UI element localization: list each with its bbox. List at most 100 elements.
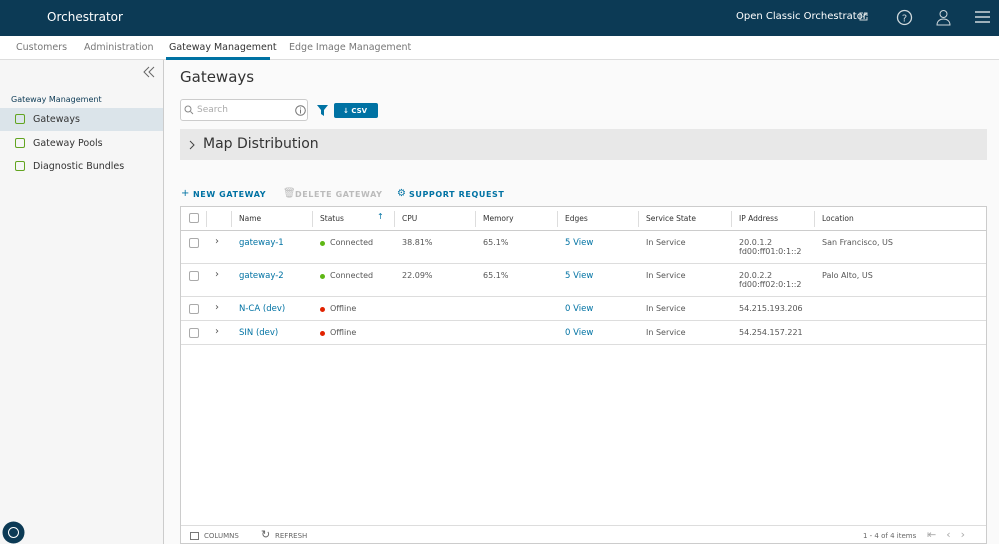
edges-cell[interactable]: 0 View: [565, 328, 593, 338]
map-title: Map Distribution: [203, 136, 319, 152]
ip-address: 54.215.193.206: [739, 304, 803, 313]
pagination[interactable]: ⇤‹›: [927, 528, 975, 541]
ip-address: 20.0.2.2: [739, 271, 772, 280]
column-separator: [394, 211, 395, 227]
cpu-cell: 38.81%: [402, 238, 433, 247]
tab[interactable]: Gateway Management: [169, 42, 277, 53]
row-border: [181, 263, 986, 264]
nav-item[interactable]: Gateway Pools: [33, 138, 103, 149]
row-checkbox[interactable]: [189, 238, 199, 248]
cpu-cell: 22.09%: [402, 271, 433, 280]
columns-button[interactable]: COLUMNS: [204, 532, 239, 540]
ip-address: fd00:ff01:0:1::2: [739, 247, 802, 256]
column-separator: [731, 211, 732, 227]
status-dot: [320, 331, 325, 336]
row-checkbox[interactable]: [189, 328, 199, 338]
status-cell: Offline: [330, 328, 356, 337]
column-header[interactable]: Location: [822, 214, 854, 223]
name-cell[interactable]: N-CA (dev): [239, 304, 285, 314]
ip-address: 20.0.1.2: [739, 238, 772, 247]
row-checkbox[interactable]: [189, 304, 199, 314]
app-title: Orchestrator: [47, 10, 123, 24]
csv-label: CSV: [351, 107, 367, 115]
column-separator: [814, 211, 815, 227]
page-title: Gateways: [180, 68, 254, 86]
sort-icon: ↑: [377, 212, 384, 221]
nav-item[interactable]: Diagnostic Bundles: [33, 161, 124, 172]
column-header[interactable]: Status: [320, 214, 344, 223]
svg-text:?: ?: [902, 14, 907, 25]
service-state-cell: In Service: [646, 328, 686, 337]
header-checkbox[interactable]: [189, 213, 199, 223]
nav-icon: [15, 138, 25, 148]
columns-icon: [190, 532, 199, 540]
search-placeholder: Search: [197, 105, 228, 115]
ip-address: fd00:ff02:0:1::2: [739, 280, 802, 289]
header-row-border: [181, 230, 986, 231]
row-expand[interactable]: ›: [215, 302, 219, 313]
edges-cell[interactable]: 5 View: [565, 238, 593, 248]
refresh-icon: ↻: [261, 528, 270, 541]
name-cell[interactable]: SIN (dev): [239, 328, 278, 338]
tab-bar: Customers Administration Gateway Managemen…: [0, 36, 999, 60]
classic-link[interactable]: Open Classic Orchestrator: [736, 11, 867, 22]
row-border: [181, 344, 986, 345]
column-separator: [231, 211, 232, 227]
refresh-button[interactable]: REFRESH: [275, 532, 307, 540]
tab[interactable]: Customers: [16, 42, 67, 53]
row-checkbox[interactable]: [189, 271, 199, 281]
action-button: DELETE GATEWAY: [295, 190, 383, 199]
column-separator: [312, 211, 313, 227]
column-separator: [206, 211, 207, 227]
service-state-cell: In Service: [646, 271, 686, 280]
service-state-cell: In Service: [646, 238, 686, 247]
csv-button[interactable]: ↓ CSV: [334, 103, 378, 118]
tab[interactable]: Administration: [84, 42, 154, 53]
user-icon[interactable]: [936, 9, 951, 26]
nav-icon: [15, 114, 25, 124]
column-header[interactable]: Service State: [646, 214, 696, 223]
name-cell[interactable]: gateway-2: [239, 271, 284, 281]
row-expand[interactable]: ›: [215, 269, 219, 280]
column-header[interactable]: CPU: [402, 214, 417, 223]
name-cell[interactable]: gateway-1: [239, 238, 284, 248]
action-button[interactable]: SUPPORT REQUEST: [409, 190, 504, 199]
expand-icon: [188, 140, 196, 150]
status-cell: Connected: [330, 238, 373, 247]
collapse-icon[interactable]: [143, 66, 155, 78]
column-header[interactable]: Memory: [483, 214, 514, 223]
column-separator: [638, 211, 639, 227]
service-state-cell: In Service: [646, 304, 686, 313]
edges-cell[interactable]: 5 View: [565, 271, 593, 281]
action-button[interactable]: NEW GATEWAY: [193, 190, 266, 199]
memory-cell: 65.1%: [483, 238, 508, 247]
info-icon: [295, 105, 306, 116]
filter-icon[interactable]: [317, 105, 328, 116]
nav-icon: [15, 161, 25, 171]
row-expand[interactable]: ›: [215, 326, 219, 337]
ip-address: 54.254.157.221: [739, 328, 803, 337]
tab[interactable]: Edge Image Management: [289, 42, 411, 53]
column-header[interactable]: Edges: [565, 214, 588, 223]
chat-icon[interactable]: [2, 521, 25, 544]
row-border: [181, 296, 986, 297]
column-separator: [557, 211, 558, 227]
column-header[interactable]: IP Address: [739, 214, 778, 223]
map-panel[interactable]: Map Distribution: [180, 129, 987, 160]
menu-icon[interactable]: [975, 10, 990, 24]
status-dot: [320, 241, 325, 246]
status-cell: Offline: [330, 304, 356, 313]
column-header[interactable]: Name: [239, 214, 261, 223]
help-icon[interactable]: ?: [896, 9, 913, 26]
search-box[interactable]: Search: [180, 99, 308, 121]
external-icon: [858, 11, 869, 22]
action-icon: 🗑: [283, 188, 296, 199]
status-cell: Connected: [330, 271, 373, 280]
nav-item[interactable]: Gateways: [33, 114, 80, 125]
edges-cell[interactable]: 0 View: [565, 304, 593, 314]
status-dot: [320, 307, 325, 312]
row-border: [181, 320, 986, 321]
column-separator: [475, 211, 476, 227]
memory-cell: 65.1%: [483, 271, 508, 280]
row-expand[interactable]: ›: [215, 236, 219, 247]
